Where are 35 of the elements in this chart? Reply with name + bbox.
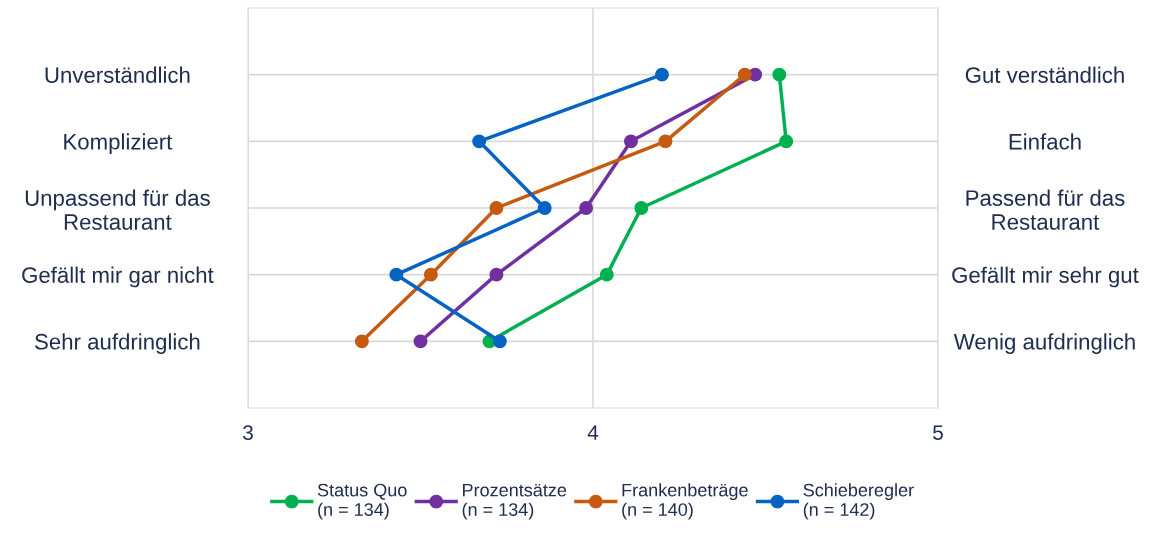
y-tick-label: Kompliziert <box>64 133 173 154</box>
point <box>599 267 614 282</box>
x-tick-label: 5 <box>933 425 943 440</box>
x-tick-label: 3 <box>243 425 253 440</box>
legend-label: Schieberegler (n = 142) <box>803 483 914 520</box>
point <box>472 134 487 149</box>
point <box>423 267 438 282</box>
y-tick-label: Gefällt mir gar nicht <box>22 266 214 288</box>
legend-label: Frankenbeträge (n = 140) <box>622 483 748 520</box>
point <box>634 201 649 215</box>
point <box>489 267 504 282</box>
x-tick-label: 4 <box>587 425 599 440</box>
y2-tick-label: Einfach <box>1009 133 1081 150</box>
point <box>537 201 552 215</box>
point <box>489 201 504 215</box>
point <box>492 334 507 349</box>
point <box>772 67 787 82</box>
point <box>624 134 638 149</box>
y2-tick-label: Passend für das Restaurant <box>966 189 1125 230</box>
y-tick-label: Unpassend für das Restaurant <box>25 189 210 230</box>
point <box>655 67 669 82</box>
y-tick-label: Sehr aufdringlich <box>35 333 200 354</box>
point <box>579 201 594 215</box>
point <box>354 334 369 349</box>
legend-label: Prozentsätze (n = 134) <box>462 483 567 520</box>
y-tick-label: Unverständlich <box>45 66 190 83</box>
y2-tick-label: Wenig aufdringlich <box>953 333 1135 354</box>
point <box>413 334 428 349</box>
legend-label: Status Quo (n = 134) <box>317 483 407 520</box>
point <box>779 134 794 149</box>
y2-tick-label: Gut verständlich <box>965 66 1124 83</box>
y2-tick-label: Gefällt mir sehr gut <box>952 266 1139 288</box>
point <box>737 67 752 82</box>
point <box>658 134 673 149</box>
point <box>389 267 404 282</box>
